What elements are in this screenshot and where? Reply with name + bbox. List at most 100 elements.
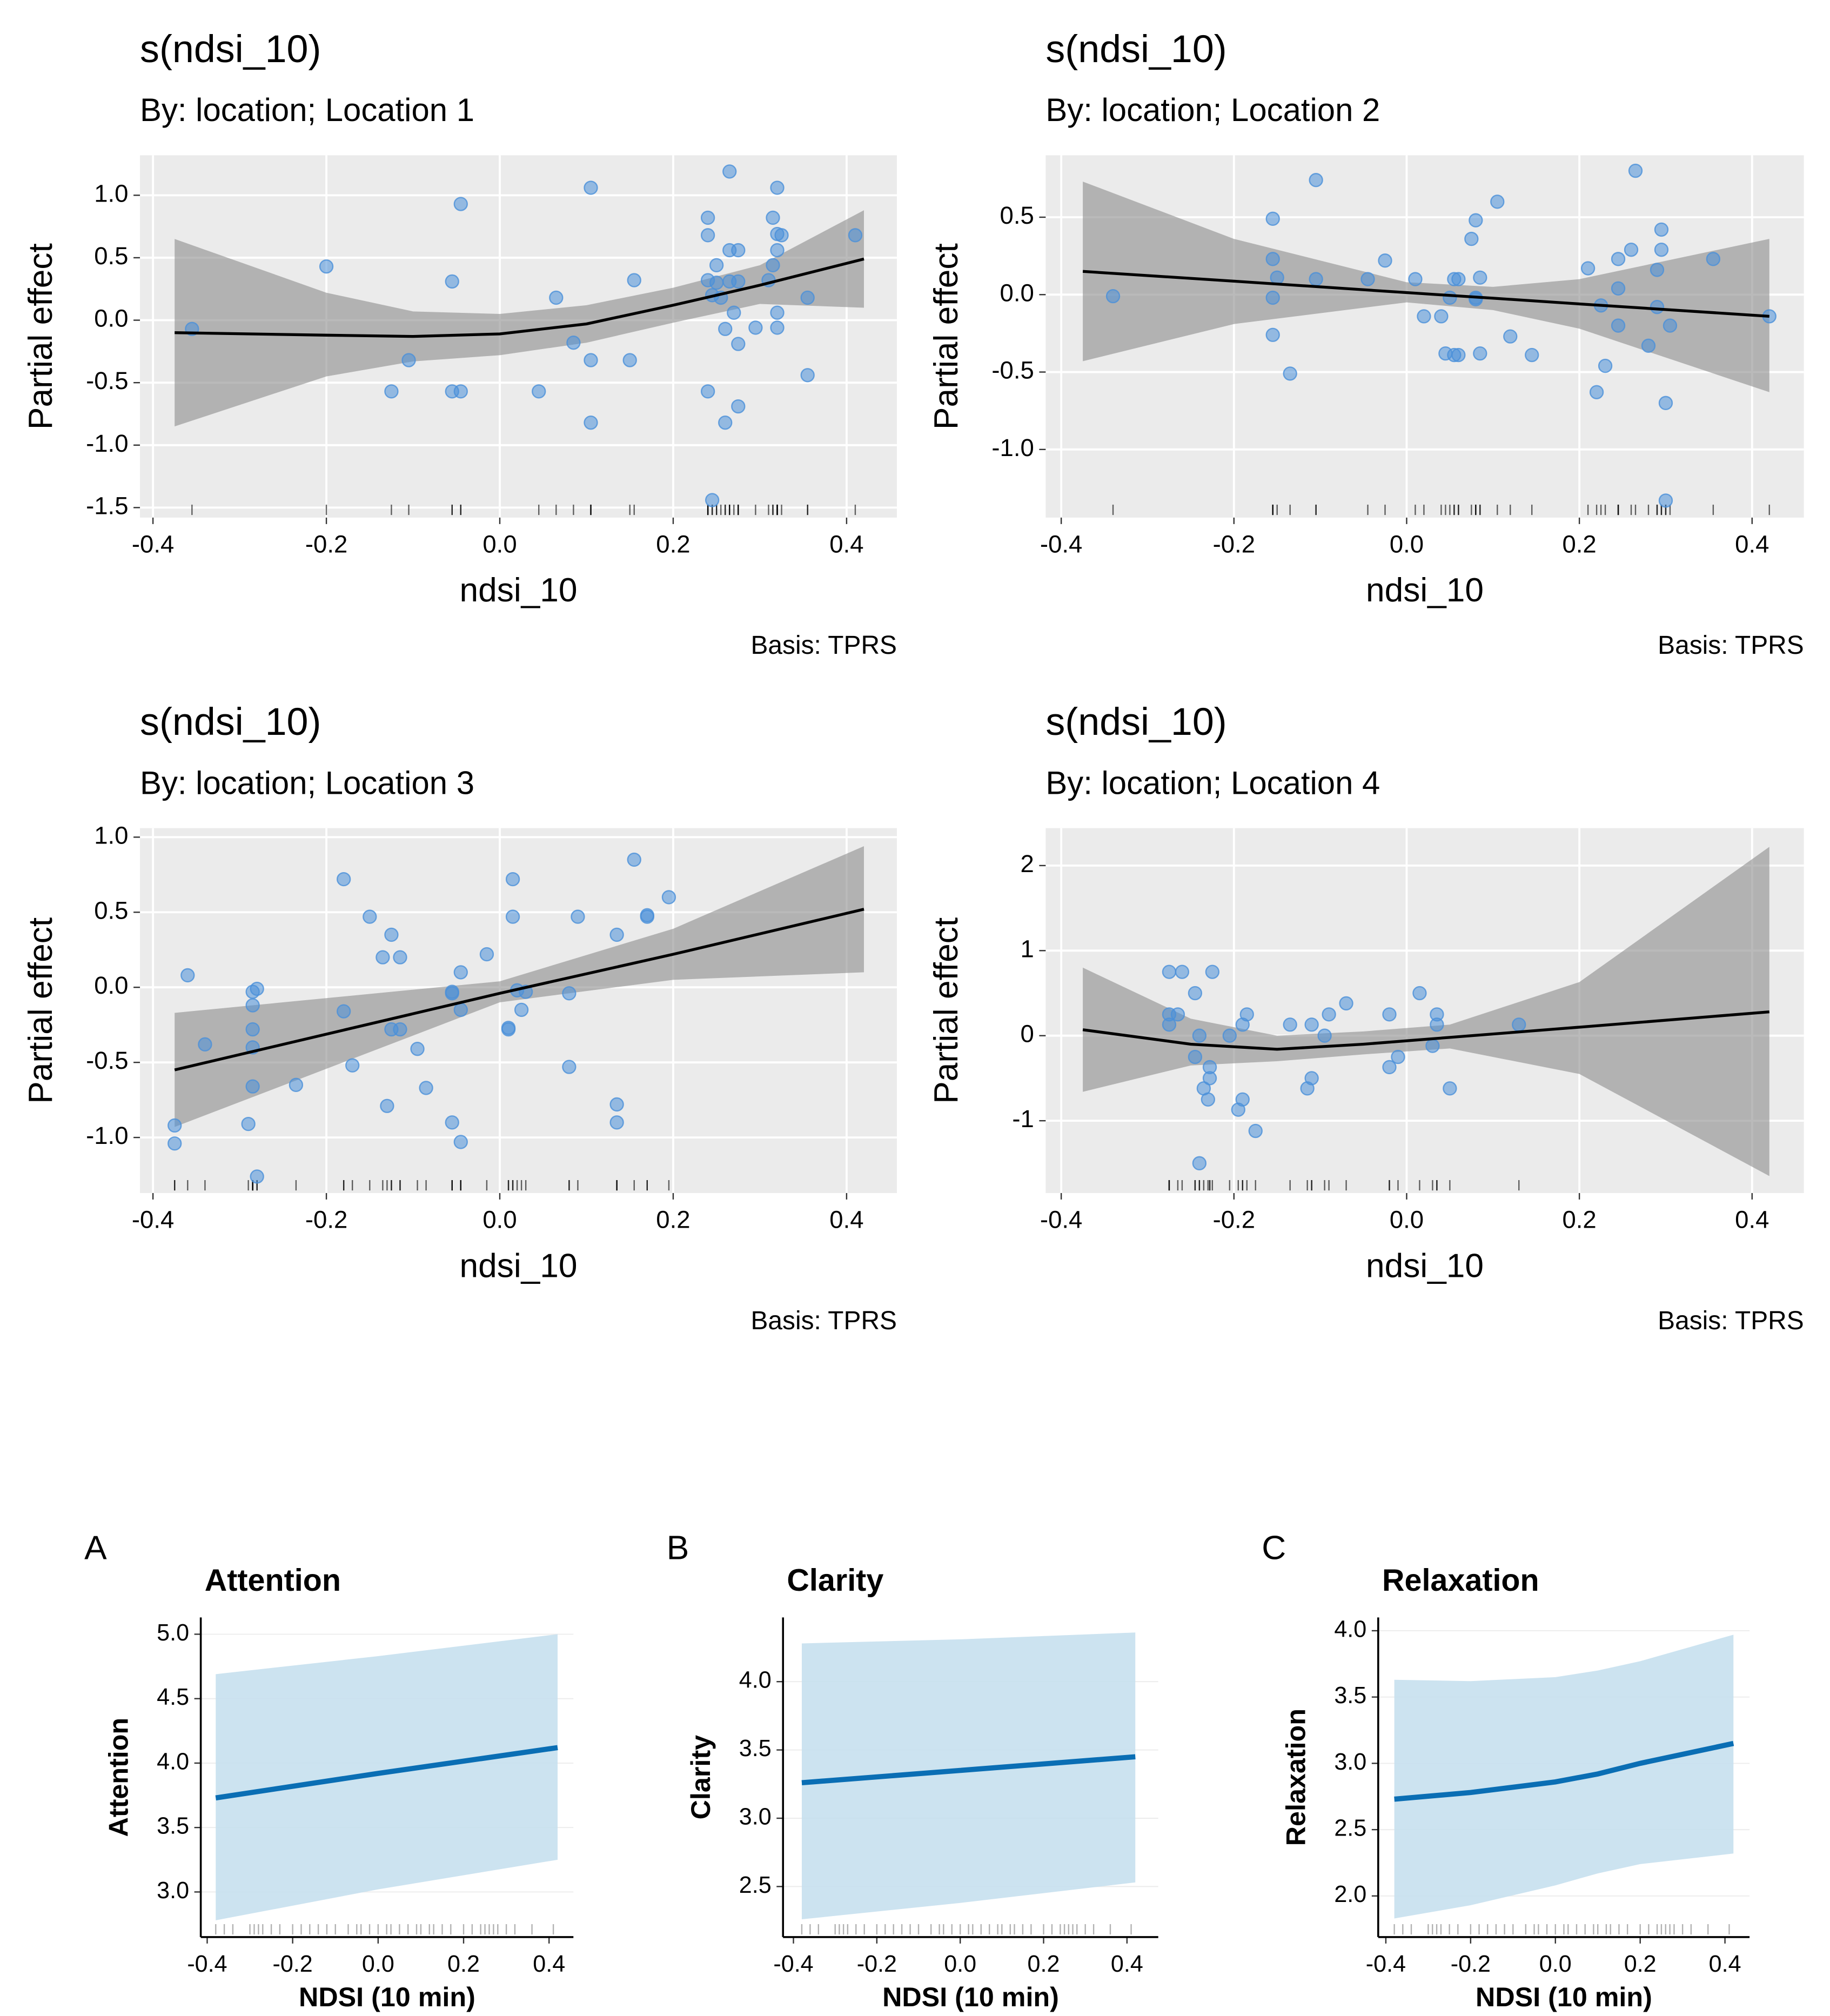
x-tick-label: -0.4: [1366, 1951, 1406, 1977]
x-tick-label: 0.0: [944, 1951, 976, 1977]
data-point: [250, 1169, 264, 1184]
data-point: [622, 353, 637, 367]
data-point: [1443, 290, 1457, 305]
data-point: [376, 950, 390, 965]
panel-label: B: [667, 1529, 689, 1566]
data-point: [514, 1002, 529, 1017]
y-tick-label: 0.5: [94, 896, 128, 924]
data-point: [1192, 1156, 1207, 1171]
data-point: [640, 908, 654, 922]
data-point: [731, 399, 746, 414]
data-point: [609, 927, 624, 942]
data-point: [505, 872, 520, 887]
data-point: [722, 164, 737, 179]
data-point: [1235, 1092, 1250, 1107]
data-point: [1239, 1007, 1254, 1022]
data-point: [1265, 327, 1280, 342]
data-point: [1162, 965, 1177, 979]
data-point: [1706, 252, 1721, 266]
data-point: [774, 228, 789, 243]
data-point: [566, 336, 581, 350]
data-point: [1611, 252, 1626, 266]
y-tick-label: 3.5: [157, 1813, 189, 1839]
fit-line: [175, 257, 864, 338]
data-point: [705, 493, 720, 507]
x-axis-title: NDSI (10 min): [882, 1981, 1059, 2012]
chart-title: s(ndsi_10): [1045, 28, 1226, 71]
data-point: [800, 290, 815, 305]
x-tick-label: -0.4: [132, 531, 174, 558]
y-tick-label: 3.0: [739, 1804, 772, 1830]
x-tick-label: 0.4: [829, 531, 863, 558]
data-point: [1408, 272, 1423, 286]
data-point: [1650, 263, 1665, 277]
data-point: [241, 1116, 256, 1131]
data-point: [1201, 1092, 1216, 1107]
data-point: [1391, 1049, 1405, 1064]
data-point: [1248, 1123, 1263, 1138]
confidence-band: [175, 210, 864, 427]
x-tick-label: -0.2: [1451, 1951, 1491, 1977]
caption: Basis: TPRS: [750, 631, 897, 660]
y-tick-label: 0: [1021, 1020, 1034, 1048]
x-tick-label: 0.0: [1390, 531, 1424, 558]
data-point: [453, 1135, 468, 1149]
x-tick-label: -0.2: [1213, 531, 1255, 558]
y-tick-label: 5.0: [157, 1620, 189, 1646]
y-tick-label: 4.0: [739, 1667, 772, 1693]
data-point: [180, 968, 195, 983]
data-point: [748, 320, 763, 335]
data-point: [800, 368, 815, 383]
fit-line: [801, 1754, 1136, 1786]
data-point: [562, 1060, 577, 1074]
y-tick-label: 4.0: [157, 1749, 189, 1774]
y-tick-label: 1.0: [94, 179, 128, 207]
chart-subtitle: By: location; Location 3: [140, 765, 474, 801]
data-point: [1434, 309, 1449, 324]
y-tick-label: 1: [1021, 935, 1034, 962]
data-point: [1473, 346, 1487, 361]
data-point: [1654, 242, 1669, 257]
y-tick-label: 2.5: [739, 1872, 772, 1898]
chart-subtitle: By: location; Location 2: [1045, 92, 1380, 128]
data-point: [609, 1115, 624, 1130]
fit-line: [1082, 270, 1769, 318]
data-point: [1170, 1007, 1185, 1022]
y-tick-label: 2: [1021, 850, 1034, 878]
data-point: [731, 274, 746, 289]
y-axis-title: Partial effect: [928, 243, 965, 430]
panel-label: C: [1262, 1529, 1286, 1566]
x-axis-title: ndsi_10: [1366, 1247, 1484, 1284]
confidence-band: [1083, 182, 1769, 392]
data-point: [1304, 1017, 1319, 1032]
x-tick-label: 0.2: [1562, 531, 1596, 558]
x-tick-label: 0.0: [1390, 1206, 1424, 1234]
x-tick-label: 0.4: [829, 1206, 863, 1234]
chart-title: Attention: [205, 1563, 341, 1598]
confidence-band: [1394, 1635, 1734, 1919]
data-point: [1317, 1028, 1332, 1043]
caption: Basis: TPRS: [1658, 1307, 1804, 1335]
caption: Basis: TPRS: [1658, 631, 1804, 660]
data-point: [584, 353, 598, 367]
data-point: [1580, 261, 1596, 276]
y-tick-label: 1.0: [94, 821, 128, 849]
fit-line: [174, 908, 864, 1071]
y-tick-label: -1: [1012, 1105, 1034, 1133]
x-tick-label: 0.0: [362, 1951, 394, 1977]
data-point: [766, 210, 780, 225]
x-axis-title: NDSI (10 min): [299, 1981, 475, 2012]
data-point: [384, 927, 399, 942]
data-point: [709, 258, 724, 273]
x-tick-label: -0.2: [305, 1206, 347, 1234]
y-tick-label: 0.0: [94, 972, 128, 999]
x-axis-title: ndsi_10: [1366, 572, 1484, 609]
data-point: [1473, 270, 1487, 285]
data-point: [167, 1118, 182, 1133]
data-point: [1503, 329, 1518, 344]
x-tick-label: 0.2: [1624, 1951, 1657, 1977]
data-point: [380, 1099, 394, 1113]
data-point: [1265, 252, 1280, 266]
data-point: [1378, 253, 1392, 268]
